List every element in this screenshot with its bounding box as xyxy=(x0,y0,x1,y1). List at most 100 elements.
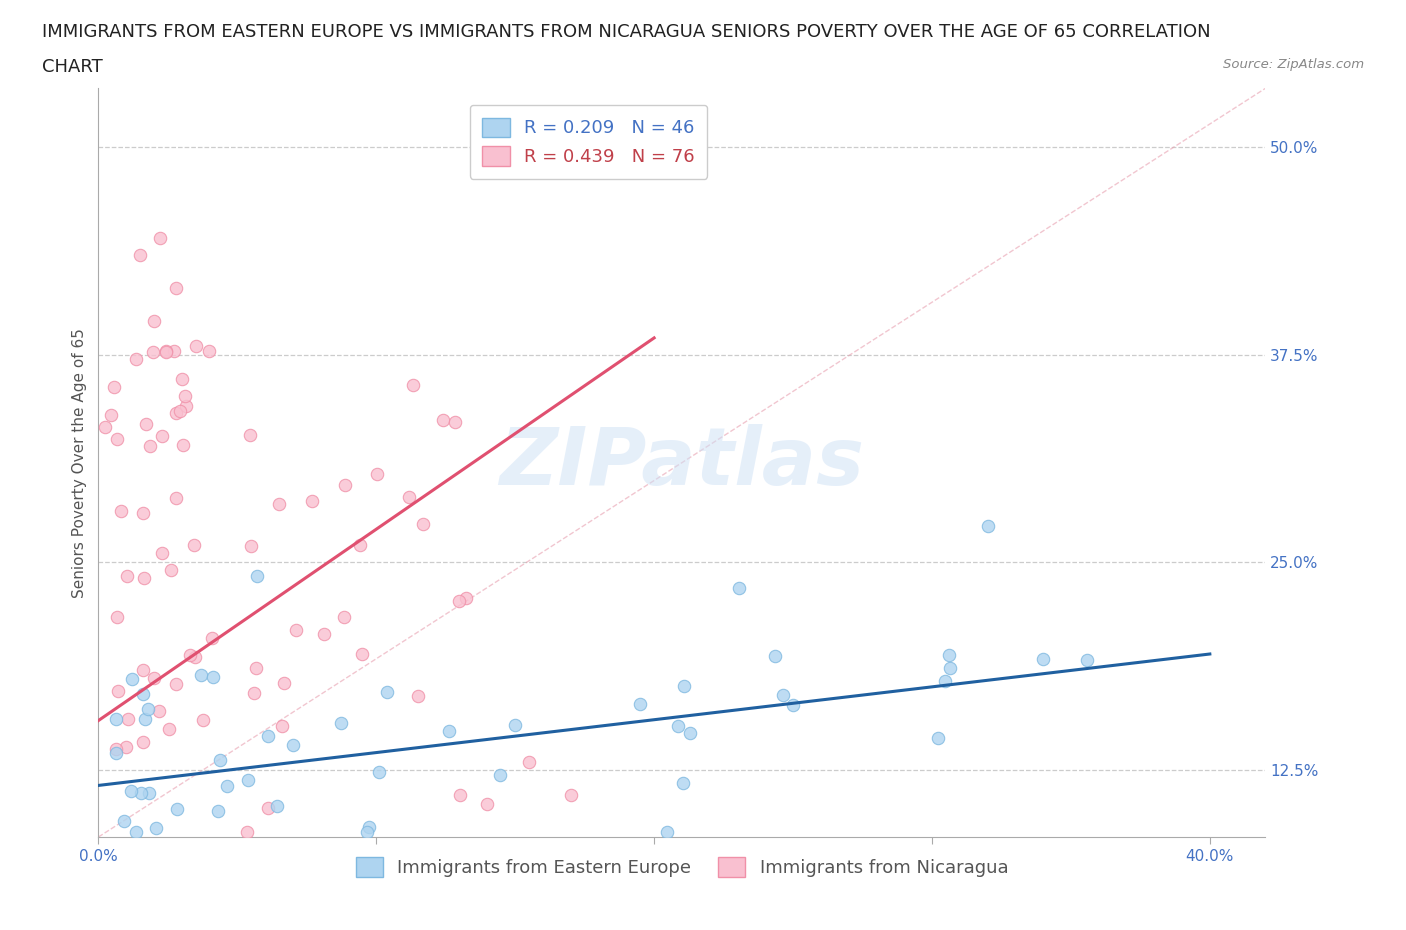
Point xyxy=(672,776,695,790)
Point xyxy=(155,343,177,358)
Point xyxy=(375,684,398,699)
Point xyxy=(105,746,128,761)
Point xyxy=(560,788,582,803)
Point xyxy=(356,825,378,840)
Point xyxy=(412,516,434,531)
Point xyxy=(135,417,157,432)
Point xyxy=(157,721,180,736)
Point xyxy=(163,343,186,358)
Point xyxy=(666,719,689,734)
Point xyxy=(100,408,122,423)
Point xyxy=(349,538,371,552)
Point xyxy=(132,570,155,585)
Point xyxy=(132,686,155,701)
Point xyxy=(285,623,308,638)
Point xyxy=(273,675,295,690)
Point xyxy=(503,718,526,733)
Point xyxy=(131,735,153,750)
Point xyxy=(125,825,148,840)
Point xyxy=(312,627,335,642)
Point xyxy=(105,741,128,756)
Point xyxy=(238,773,260,788)
Point xyxy=(301,494,323,509)
Point xyxy=(215,778,238,793)
Point xyxy=(444,414,467,429)
Point xyxy=(132,662,155,677)
Point xyxy=(352,646,374,661)
Point xyxy=(398,489,420,504)
Point xyxy=(927,730,949,745)
Text: Source: ZipAtlas.com: Source: ZipAtlas.com xyxy=(1223,58,1364,71)
Point xyxy=(240,538,263,553)
Point xyxy=(517,755,540,770)
Point xyxy=(673,679,696,694)
Point xyxy=(179,647,201,662)
Point xyxy=(402,378,425,392)
Legend: Immigrants from Eastern Europe, Immigrants from Nicaragua: Immigrants from Eastern Europe, Immigran… xyxy=(349,850,1015,884)
Point xyxy=(134,711,156,726)
Point xyxy=(200,631,222,645)
Point xyxy=(437,724,460,739)
Point xyxy=(207,804,229,818)
Point xyxy=(172,437,194,452)
Point xyxy=(938,647,960,662)
Point xyxy=(477,796,499,811)
Point xyxy=(103,379,125,394)
Point xyxy=(184,649,207,664)
Point xyxy=(173,388,195,403)
Point xyxy=(105,609,128,624)
Point xyxy=(976,518,998,533)
Point xyxy=(143,313,166,328)
Point xyxy=(165,490,187,505)
Point xyxy=(281,737,304,752)
Point xyxy=(271,719,294,734)
Point xyxy=(124,352,146,366)
Point xyxy=(266,798,288,813)
Point xyxy=(110,504,132,519)
Point xyxy=(138,786,160,801)
Point xyxy=(150,428,173,443)
Point xyxy=(190,667,212,682)
Point xyxy=(150,546,173,561)
Point xyxy=(121,671,143,686)
Point xyxy=(366,467,388,482)
Point xyxy=(131,786,153,801)
Point xyxy=(117,711,139,726)
Point xyxy=(165,406,187,421)
Point xyxy=(107,684,129,698)
Point xyxy=(94,419,117,434)
Text: IMMIGRANTS FROM EASTERN EUROPE VS IMMIGRANTS FROM NICARAGUA SENIORS POVERTY OVER: IMMIGRANTS FROM EASTERN EUROPE VS IMMIGR… xyxy=(42,23,1211,41)
Point xyxy=(142,671,165,685)
Point xyxy=(329,715,352,730)
Point xyxy=(165,281,187,296)
Point xyxy=(432,412,454,427)
Point xyxy=(165,676,187,691)
Point xyxy=(184,339,207,353)
Point xyxy=(679,725,702,740)
Point xyxy=(772,687,794,702)
Point xyxy=(170,372,193,387)
Point xyxy=(142,345,165,360)
Point xyxy=(201,670,224,684)
Point xyxy=(454,591,477,605)
Point xyxy=(112,814,135,829)
Point xyxy=(138,701,160,716)
Point xyxy=(256,801,278,816)
Text: ZIPatlas: ZIPatlas xyxy=(499,424,865,501)
Point xyxy=(782,698,804,712)
Point xyxy=(655,825,678,840)
Point xyxy=(333,477,356,492)
Text: CHART: CHART xyxy=(42,58,103,75)
Point xyxy=(357,820,380,835)
Point xyxy=(763,648,786,663)
Point xyxy=(245,661,267,676)
Point xyxy=(145,821,167,836)
Point xyxy=(159,563,181,578)
Point xyxy=(115,568,138,583)
Point xyxy=(166,802,188,817)
Point xyxy=(256,729,278,744)
Point xyxy=(267,497,290,512)
Point xyxy=(148,231,170,246)
Point xyxy=(183,538,205,552)
Point xyxy=(368,764,391,779)
